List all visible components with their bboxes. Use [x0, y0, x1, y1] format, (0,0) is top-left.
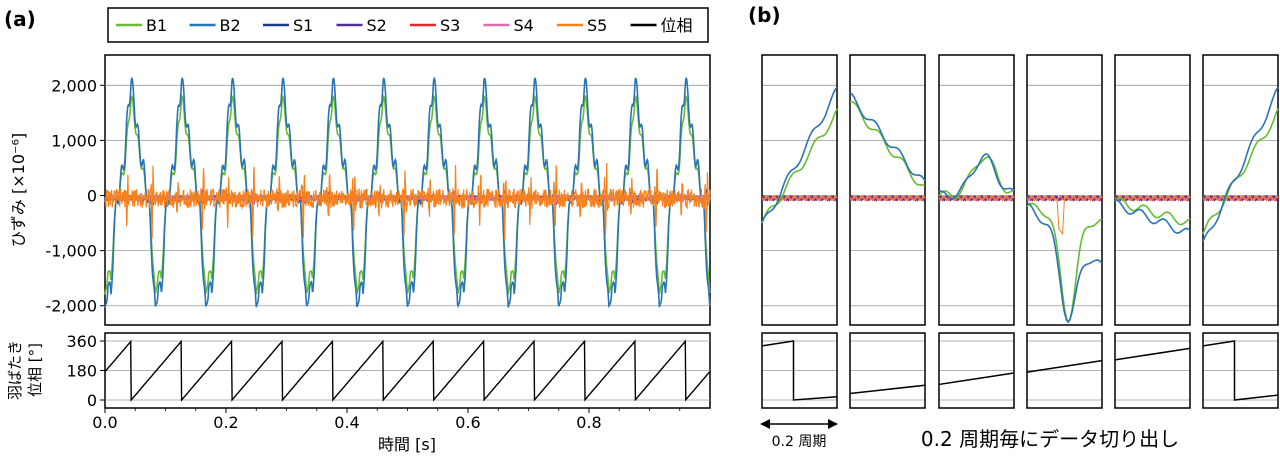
- window-frame: [1114, 54, 1191, 326]
- window-2: [849, 54, 926, 409]
- phase-plot: 360 180 0 0.0 0.2 0.4 0.6 0.8 羽ばたき 位相 [°] 時間 […: [6, 332, 711, 454]
- window-series-B2: [1202, 86, 1279, 242]
- strain-axis-label: ひずみ [×10⁻⁶]: [9, 133, 28, 247]
- window-series-B2: [1026, 202, 1103, 324]
- window-width-arrow-left: [760, 419, 770, 429]
- window-series-S4: [1114, 194, 1191, 202]
- window-series-B2: [1115, 199, 1191, 234]
- phase-axis-label-line1: 羽ばたき: [6, 340, 24, 400]
- window-phase-frame: [761, 332, 838, 409]
- strain-tick-label: -2,000: [45, 297, 97, 316]
- panel-label-b: (b): [748, 3, 781, 27]
- time-tick-label: 0.0: [92, 413, 117, 432]
- time-axis-label: 時間 [s]: [378, 435, 436, 454]
- window-series-B2: [761, 86, 838, 223]
- window-series-S5: [761, 194, 838, 202]
- window-width-annotation: 0.2 周期: [760, 419, 838, 450]
- window-frame: [1202, 54, 1279, 326]
- window-series-B1: [1114, 197, 1191, 226]
- legend-label-B2: B2: [220, 16, 241, 35]
- window-series-S5: [1026, 194, 1103, 236]
- window-phase-frame: [849, 332, 926, 409]
- panel-label-a: (a): [4, 7, 36, 31]
- strain-tick-label: 2,000: [51, 76, 97, 95]
- phase-tick-label: 360: [66, 332, 97, 351]
- window-phase-line: [761, 340, 838, 401]
- phase-axis-label-line2: 位相 [°]: [26, 343, 44, 397]
- strain-tick-label: 1,000: [51, 131, 97, 150]
- legend-label-phase: 位相: [661, 16, 693, 35]
- window-frame: [849, 54, 926, 326]
- legend-label-B1: B1: [146, 16, 167, 35]
- strain-series-B1: [104, 94, 711, 296]
- window-phase-frame: [938, 332, 1015, 409]
- legend: B1 B2 S1 S2 S3 S4 S5 位相: [107, 7, 709, 43]
- window-series-B2: [938, 153, 1015, 200]
- window-series-B1: [1202, 108, 1279, 235]
- window-phase-frame: [1026, 332, 1103, 409]
- strain-series-S5: [104, 162, 711, 241]
- phase-series-line: [104, 339, 711, 402]
- window-series-S5: [1202, 194, 1279, 202]
- window-width-arrow-right: [828, 419, 838, 429]
- window-series-S4: [1202, 194, 1279, 202]
- time-tick-label: 0.4: [334, 413, 359, 432]
- window-frame: [761, 54, 838, 326]
- window-phase-line: [1202, 340, 1279, 401]
- window-phase-frame: [1202, 332, 1279, 409]
- segmented-windows: [761, 54, 1279, 409]
- window-phase-line: [849, 384, 926, 395]
- legend-label-S3: S3: [440, 16, 460, 35]
- legend-label-S2: S2: [367, 16, 387, 35]
- time-tick-label: 0.6: [455, 413, 480, 432]
- window-phase-line: [1114, 347, 1191, 361]
- time-tick-label: 0.2: [213, 413, 238, 432]
- window-6: [1202, 54, 1279, 409]
- window-series-B1: [938, 156, 1015, 199]
- window-3: [938, 54, 1015, 409]
- window-series-S5: [849, 194, 926, 202]
- window-5: [1114, 54, 1191, 409]
- legend-label-S4: S4: [514, 16, 534, 35]
- window-4: [1026, 54, 1103, 409]
- window-phase-line: [938, 372, 1015, 386]
- window-phase-line: [1026, 359, 1103, 373]
- window-series-S4: [849, 194, 926, 202]
- strain-tick-label: 0: [87, 187, 97, 206]
- phase-tick-label: 0: [87, 391, 97, 410]
- window-1: [761, 54, 838, 409]
- window-series-S5: [1114, 194, 1191, 202]
- strain-plot: 2,000 1,000 0 -1,000 -2,000 ひずみ [×10⁻⁶]: [9, 54, 711, 326]
- time-tick-label: 0.8: [576, 413, 601, 432]
- window-phase-frame: [1114, 332, 1191, 409]
- window-series-B1: [849, 101, 926, 187]
- window-frame: [1026, 54, 1103, 326]
- window-series-B2: [849, 91, 926, 182]
- window-series-B1: [761, 108, 838, 224]
- phase-tick-label: 180: [66, 362, 97, 381]
- legend-label-S5: S5: [587, 16, 607, 35]
- window-width-label: 0.2 周期: [772, 434, 827, 450]
- segmentation-caption: 0.2 周期毎にデータ切り出し: [921, 427, 1179, 451]
- legend-label-S1: S1: [293, 16, 313, 35]
- strain-tick-label: -1,000: [45, 242, 97, 261]
- window-series-S5: [938, 194, 1015, 202]
- window-series-S4: [761, 194, 838, 202]
- strain-series-B2: [104, 76, 711, 309]
